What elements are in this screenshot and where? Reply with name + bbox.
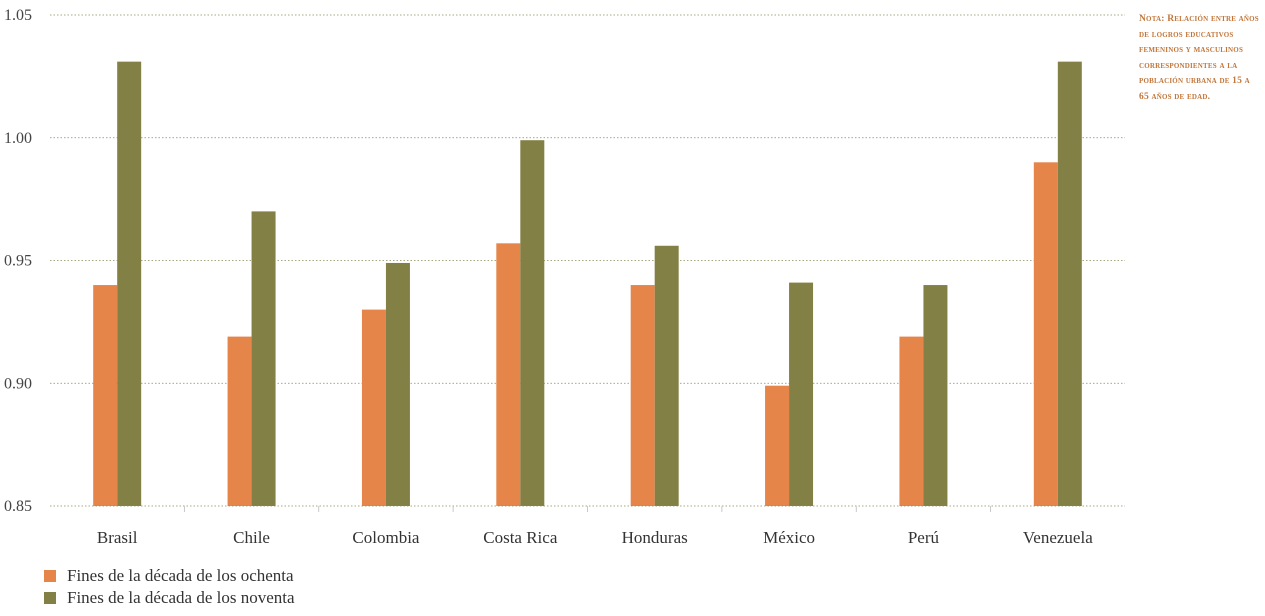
bar-noventa [654, 245, 679, 506]
y-tick-label: 0.85 [4, 498, 32, 515]
bar-ochenta [361, 309, 386, 506]
x-tick-label: Colombia [352, 528, 420, 547]
y-tick-label: 0.90 [4, 375, 32, 392]
bar-noventa [385, 262, 410, 506]
x-axis: Brasil Chile Colombia Costa Rica Honduras Méx… [50, 505, 1125, 547]
y-tick-label: 1.05 [4, 7, 32, 24]
bar-ochenta [899, 336, 924, 506]
x-tick-label: Costa Rica [483, 528, 558, 547]
bar-noventa [117, 61, 142, 507]
chart-note: Nota: Relación entre años de logros educ… [1139, 14, 1259, 102]
legend-swatch-noventa [44, 592, 56, 604]
legend-label-noventa: Fines de la década de los noventa [67, 588, 295, 607]
x-tick-label: México [763, 528, 815, 547]
x-tick-label: Perú [908, 528, 940, 547]
bar-ochenta [765, 385, 790, 506]
legend-swatch-ochenta [44, 570, 56, 582]
legend: Fines de la década de los ochenta Fines … [44, 565, 295, 609]
y-tick-label: 1.00 [4, 130, 32, 147]
bar-noventa [923, 285, 948, 506]
bars [93, 61, 1082, 507]
bar-ochenta [630, 285, 655, 506]
bar-ochenta [93, 285, 118, 506]
legend-label-ochenta: Fines de la década de los ochenta [67, 566, 294, 585]
y-axis: 0.85 0.90 0.95 1.00 1.05 [4, 7, 32, 515]
x-tick-label: Venezuela [1023, 528, 1093, 547]
bar-ochenta [227, 336, 252, 506]
x-tick-label: Chile [233, 528, 270, 547]
legend-item-noventa: Fines de la década de los noventa [44, 587, 295, 609]
bar-noventa [520, 140, 545, 506]
bar-ochenta [496, 243, 521, 506]
x-tick-label: Brasil [97, 528, 138, 547]
bar-noventa [1057, 61, 1082, 507]
legend-item-ochenta: Fines de la década de los ochenta [44, 565, 295, 587]
bar-noventa [789, 282, 814, 506]
bar-noventa [251, 211, 276, 506]
x-tick-label: Honduras [622, 528, 688, 547]
bar-ochenta [1033, 162, 1058, 507]
y-tick-label: 0.95 [4, 253, 32, 270]
gridlines [50, 14, 1125, 384]
